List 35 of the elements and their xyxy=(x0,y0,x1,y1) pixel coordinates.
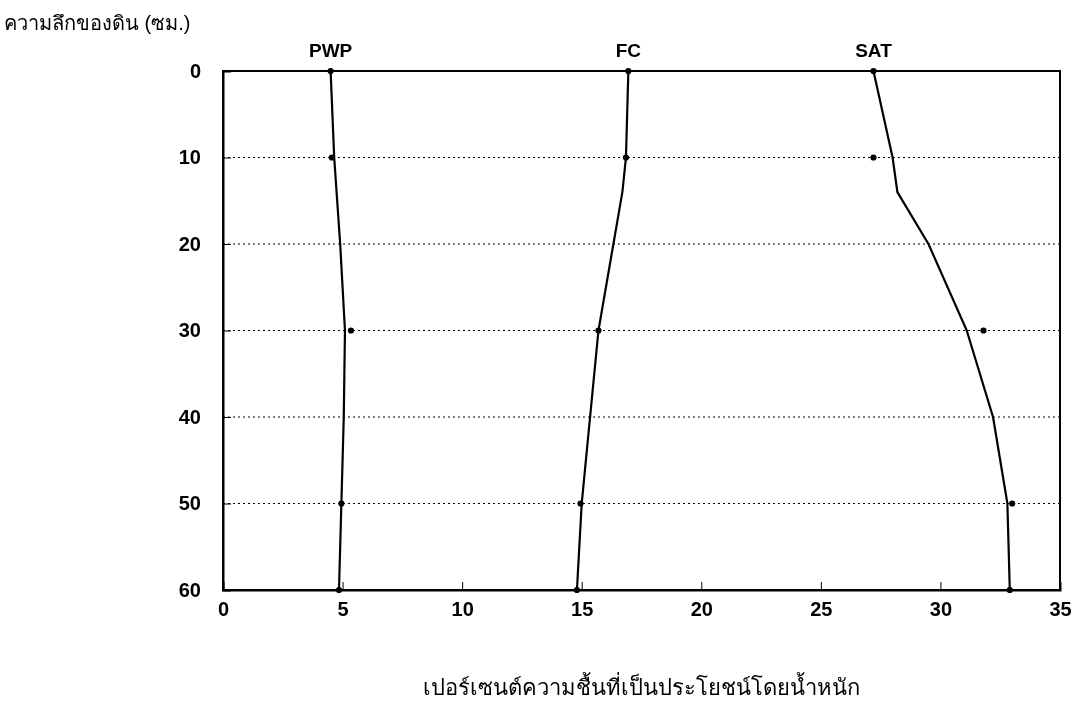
series-label: FC xyxy=(615,40,642,61)
point xyxy=(870,154,877,161)
x-tick-label: 30 xyxy=(929,598,953,621)
y-axis-title: ความลึกของดิน (ซม.) xyxy=(4,12,191,34)
x-tick-label: 5 xyxy=(337,598,349,621)
x-tick-label: 0 xyxy=(217,598,230,621)
y-tick-label: 10 xyxy=(178,146,201,169)
point xyxy=(577,500,584,507)
point xyxy=(980,327,987,334)
point xyxy=(1009,500,1016,507)
x-tick-label: 25 xyxy=(810,598,833,621)
point xyxy=(870,67,877,75)
x-axis-title: เปอร์เซนต์ความชื้นที่เป็นประโยชน์โดยน้ำหนัก xyxy=(423,672,860,700)
y-tick-label: 60 xyxy=(178,578,201,601)
point xyxy=(625,67,632,75)
x-tick-label: 20 xyxy=(690,598,713,621)
point xyxy=(338,500,345,507)
point xyxy=(335,586,343,594)
point xyxy=(595,327,602,334)
y-tick-label: 0 xyxy=(189,59,201,82)
y-tick-label: 20 xyxy=(178,232,201,255)
point xyxy=(328,154,335,161)
y-tick-label: 50 xyxy=(178,492,201,515)
point xyxy=(1006,586,1013,594)
x-tick-label: 35 xyxy=(1049,598,1072,621)
series-label: PWP xyxy=(308,40,353,61)
x-tick-label: 15 xyxy=(571,598,594,621)
point xyxy=(573,586,581,594)
x-tick-label: 10 xyxy=(451,598,474,621)
series-label: SAT xyxy=(855,40,893,61)
point xyxy=(347,327,355,334)
point xyxy=(622,154,630,161)
y-tick-label: 30 xyxy=(178,319,201,342)
point xyxy=(327,67,334,75)
y-tick-label: 40 xyxy=(178,405,201,428)
